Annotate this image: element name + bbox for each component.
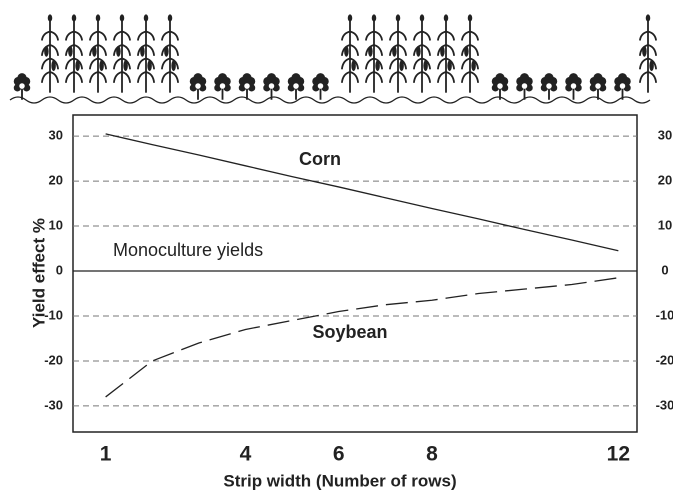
y-tick-label-right: 30: [658, 128, 672, 143]
y-tick-label: 20: [49, 173, 63, 188]
x-tick-label: 4: [240, 443, 252, 466]
soybean-plant: [190, 73, 207, 100]
corn-plant: [90, 14, 106, 92]
x-tick-label: 6: [333, 443, 345, 466]
y-tick-label-right: 10: [658, 217, 672, 232]
soybean-plant: [565, 73, 582, 100]
corn-plant: [342, 14, 358, 92]
plot-frame: [73, 115, 637, 432]
soybean-plant: [263, 73, 280, 100]
corn-plant: [462, 14, 478, 92]
x-tick-label: 12: [607, 443, 630, 466]
chart: Strip width (Number of rows) Yield effec…: [0, 0, 673, 499]
x-tick-label: 8: [426, 443, 438, 466]
soybean-plant: [541, 73, 558, 100]
corn-plant: [414, 14, 430, 92]
y-tick-label-right: -10: [656, 307, 673, 322]
soybean-plant: [492, 73, 509, 100]
x-axis-label: Strip width (Number of rows): [223, 471, 456, 490]
soybean-plant: [288, 73, 305, 100]
soybean-plant: [214, 73, 231, 100]
y-tick-label: 10: [49, 217, 63, 232]
y-tick-label: -30: [44, 397, 63, 412]
soybean-plant: [614, 73, 631, 100]
y-tick-label: 30: [49, 128, 63, 143]
crop-illustration: [14, 14, 656, 99]
corn-plant: [438, 14, 454, 92]
corn-plant: [138, 14, 154, 92]
series-label: Corn: [299, 149, 341, 169]
corn-plant: [114, 14, 130, 92]
y-tick-label: -20: [44, 352, 63, 367]
y-tick-label: 0: [56, 262, 63, 277]
corn-plant: [640, 14, 656, 92]
series-line: [106, 134, 619, 251]
corn-plant: [42, 14, 58, 92]
reference-label: Monoculture yields: [113, 240, 263, 260]
soybean-plant: [239, 73, 256, 100]
soybean-plant: [14, 73, 31, 100]
ground-line: [10, 97, 650, 103]
soybean-plant: [590, 73, 607, 100]
corn-plant: [390, 14, 406, 92]
soybean-plant: [516, 73, 533, 100]
y-tick-label-right: 0: [661, 262, 668, 277]
series-label: Soybean: [312, 322, 387, 342]
y-tick-label-right: -20: [656, 352, 673, 367]
y-tick-label-right: 20: [658, 173, 672, 188]
corn-plant: [162, 14, 178, 92]
corn-plant: [366, 14, 382, 92]
y-tick-label-right: -30: [656, 397, 673, 412]
x-tick-label: 1: [100, 443, 112, 466]
corn-plant: [66, 14, 82, 92]
soybean-plant: [312, 73, 329, 100]
y-tick-label: -10: [44, 307, 63, 322]
